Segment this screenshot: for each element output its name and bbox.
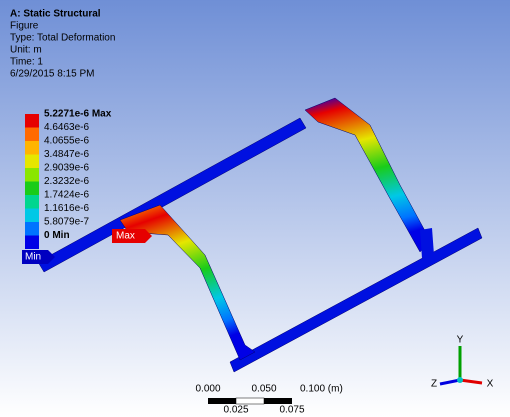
legend-swatch bbox=[25, 195, 39, 209]
legend-swatch bbox=[25, 236, 39, 250]
legend-swatch bbox=[25, 209, 39, 223]
axis-y: Y bbox=[457, 335, 464, 346]
header-line: Type: Total Deformation bbox=[10, 33, 115, 44]
min-tag: Min bbox=[22, 250, 55, 264]
header-line: Figure bbox=[10, 21, 39, 32]
legend-swatch bbox=[25, 222, 39, 236]
viewport: A: Static Structural Figure Type: Total … bbox=[0, 0, 510, 417]
scale-label: 0.050 bbox=[251, 384, 276, 395]
scale-label: 0.000 bbox=[195, 384, 220, 395]
legend-swatch bbox=[25, 155, 39, 169]
header-line: Unit: m bbox=[10, 45, 42, 56]
min-label: Min bbox=[25, 252, 41, 263]
header-line: 6/29/2015 8:15 PM bbox=[10, 69, 95, 80]
scale-label: 0.100 (m) bbox=[300, 384, 343, 395]
legend-swatch bbox=[25, 141, 39, 155]
legend-swatch bbox=[25, 182, 39, 196]
legend-label: 5.2271e-6 Max bbox=[44, 109, 112, 120]
max-label: Max bbox=[116, 231, 135, 242]
legend-label: 2.3232e-6 bbox=[44, 176, 89, 187]
axis-z: Z bbox=[431, 379, 437, 390]
legend-swatch bbox=[25, 114, 39, 128]
legend-label: 3.4847e-6 bbox=[44, 149, 89, 160]
scale-label: 0.075 bbox=[279, 405, 304, 416]
legend-label: 0 Min bbox=[44, 230, 70, 241]
legend-label: 1.1616e-6 bbox=[44, 203, 89, 214]
header-title: A: Static Structural bbox=[10, 9, 101, 20]
axis-x: X bbox=[487, 379, 494, 390]
scale-label: 0.025 bbox=[223, 405, 248, 416]
max-tag: Max bbox=[112, 229, 152, 243]
legend-swatch bbox=[25, 128, 39, 142]
legend-label: 5.8079e-7 bbox=[44, 217, 89, 228]
legend-label: 4.6463e-6 bbox=[44, 122, 89, 133]
legend-label: 1.7424e-6 bbox=[44, 190, 89, 201]
legend-label: 4.0655e-6 bbox=[44, 136, 89, 147]
legend-label: 2.9039e-6 bbox=[44, 163, 89, 174]
header-line: Time: 1 bbox=[10, 57, 43, 68]
legend-swatch bbox=[25, 168, 39, 182]
